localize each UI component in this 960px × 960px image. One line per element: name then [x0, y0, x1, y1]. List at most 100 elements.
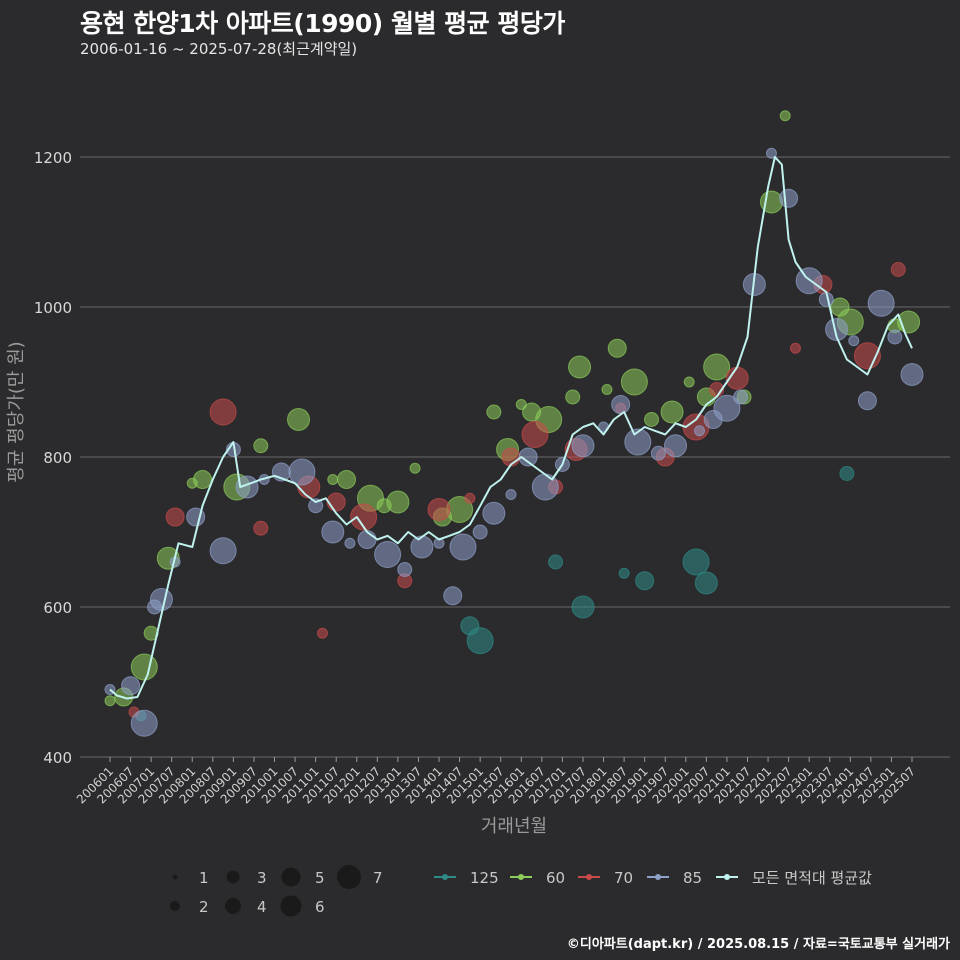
point-70 — [890, 262, 906, 277]
point-70 — [350, 503, 378, 531]
point-85 — [624, 428, 652, 456]
point-60 — [336, 470, 356, 489]
line-layer — [109, 156, 913, 700]
point-85 — [518, 447, 538, 467]
point-60 — [130, 653, 158, 681]
series-legend-dot — [655, 874, 661, 880]
point-85 — [505, 489, 517, 500]
size-legend-marker — [226, 870, 240, 884]
point-85 — [433, 537, 445, 549]
point-85 — [611, 395, 631, 414]
y-tick-label: 1000 — [34, 299, 72, 317]
point-125 — [571, 595, 595, 619]
point-85 — [410, 535, 434, 559]
x-axis-label: 거래년월 — [481, 816, 547, 837]
point-70 — [253, 520, 269, 536]
series-legend-dot — [724, 874, 730, 880]
point-60 — [644, 412, 660, 427]
point-85 — [650, 445, 666, 461]
point-85 — [449, 533, 477, 561]
footer-credit: ©디아파트(dapt.kr) / 2025.08.15 / 자료=국토교통부 실… — [566, 937, 950, 952]
point-85 — [397, 562, 413, 577]
point-85 — [887, 329, 903, 345]
point-70 — [326, 492, 346, 512]
point-60 — [287, 408, 311, 431]
point-60 — [607, 338, 627, 358]
series-legend-dot — [586, 874, 592, 880]
size-legend-label: 4 — [257, 898, 267, 916]
chart-subtitle: 2006-01-16 ~ 2025-07-28(최근계약일) — [80, 40, 358, 58]
point-60 — [565, 389, 581, 405]
point-125 — [466, 627, 494, 655]
size-legend-label: 7 — [373, 869, 383, 887]
y-tick-label: 800 — [43, 449, 72, 467]
y-tick-label: 600 — [43, 599, 72, 617]
size-legend-label: 1 — [199, 869, 209, 887]
point-85 — [795, 267, 823, 295]
point-125 — [548, 554, 564, 570]
point-60 — [253, 438, 269, 454]
point-85 — [694, 425, 706, 437]
point-60 — [327, 474, 339, 485]
size-legend-label: 5 — [315, 869, 325, 887]
point-85 — [321, 520, 345, 544]
series-legend-dot — [442, 874, 448, 880]
point-70 — [209, 398, 237, 426]
point-60 — [779, 110, 791, 122]
point-85 — [130, 709, 158, 737]
point-70 — [316, 627, 328, 639]
point-85 — [867, 289, 895, 317]
size-legend-marker — [225, 898, 241, 914]
point-60 — [409, 462, 421, 474]
size-legend-label: 3 — [257, 869, 267, 887]
point-85 — [664, 434, 688, 458]
point-85 — [121, 676, 141, 696]
point-85 — [848, 335, 860, 347]
point-85 — [857, 391, 877, 411]
point-70 — [521, 421, 549, 448]
series-legend-label: 85 — [683, 869, 702, 887]
size-legend-marker — [281, 867, 301, 887]
point-85 — [482, 501, 506, 525]
point-60 — [703, 353, 731, 381]
series-legend-label: 모든 면적대 평균값 — [752, 869, 872, 887]
size-legend-marker — [172, 874, 178, 880]
point-85 — [825, 318, 849, 341]
point-70 — [464, 492, 476, 504]
axis-layer: 2006012006072007012007072008012008072009… — [74, 757, 918, 807]
point-85 — [733, 389, 749, 405]
point-125 — [618, 567, 630, 579]
point-85 — [308, 498, 324, 514]
size-legend-label: 6 — [315, 898, 325, 916]
series-legend-label: 70 — [614, 869, 633, 887]
point-60 — [104, 695, 116, 707]
point-85 — [765, 147, 777, 159]
point-60 — [486, 404, 502, 420]
size-legend-marker — [170, 901, 180, 911]
legend-layer: 1 3 5 7 2 4 6 125 60 70 85 모든 면적대 평균값 — [170, 865, 872, 917]
point-60 — [386, 490, 410, 514]
point-60 — [193, 470, 213, 489]
point-85 — [443, 586, 463, 606]
point-125 — [682, 548, 710, 576]
point-60 — [601, 384, 613, 395]
series-legend-label: 125 — [470, 869, 499, 887]
point-60 — [660, 400, 684, 424]
chart-title: 용현 한양1차 아파트(1990) 월별 평균 평당가 — [80, 9, 565, 38]
point-60 — [683, 376, 695, 388]
average-line — [109, 156, 913, 700]
point-60 — [620, 368, 648, 396]
point-85 — [472, 524, 488, 540]
point-85 — [900, 363, 924, 386]
point-60 — [568, 355, 592, 379]
point-70 — [165, 507, 185, 527]
point-85 — [374, 541, 402, 568]
y-axis-label: 평균 평당가(만 원) — [6, 341, 27, 482]
point-85 — [571, 434, 595, 458]
point-85 — [209, 537, 237, 565]
size-legend-label: 2 — [199, 898, 209, 916]
point-125 — [635, 571, 655, 591]
grid-layer: 400 600 800 1000 1200 — [34, 149, 950, 767]
